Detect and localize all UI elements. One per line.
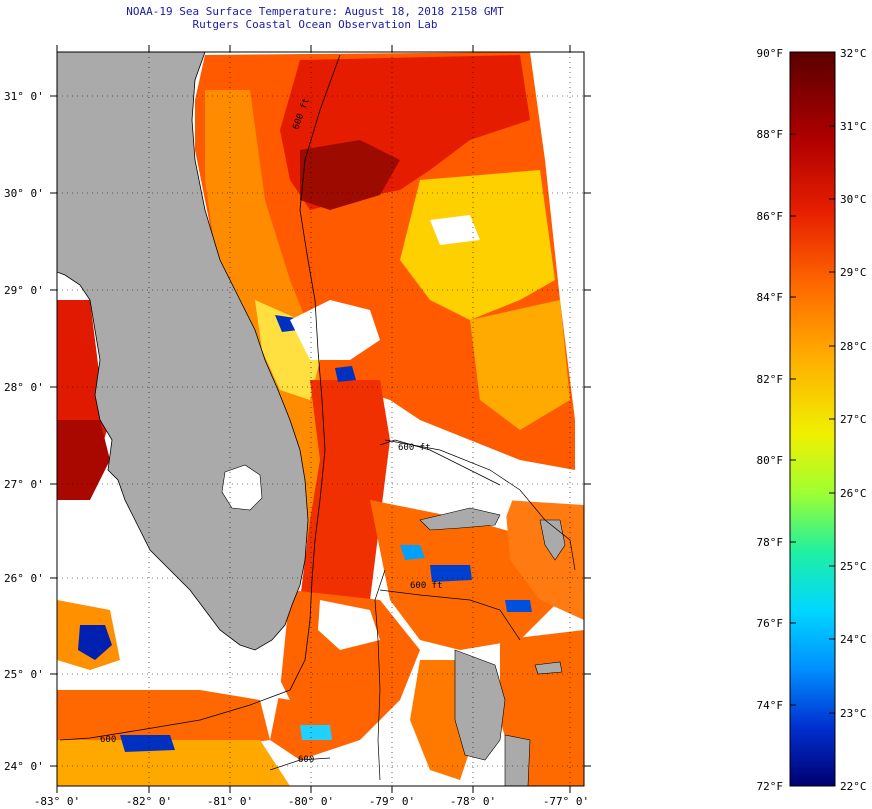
latitude-labels: 31° 0' 30° 0' 29° 0' 28° 0' 27° 0' 26° 0… — [4, 90, 44, 773]
colorbar-c-labels: 32°C 31°C 30°C 29°C 28°C 27°C 26°C 25°C … — [840, 47, 867, 793]
lat-label: 30° 0' — [4, 187, 44, 200]
contour-label-mid: 600 ft — [410, 581, 443, 591]
c-label: 24°C — [840, 633, 867, 646]
colorbar-gradient — [789, 51, 836, 787]
bahamas-grand-bahama — [419, 507, 501, 531]
bahamas-andros — [454, 649, 506, 761]
map-title: NOAA-19 Sea Surface Temperature: August … — [126, 5, 504, 18]
lon-label: -80° 0' — [288, 795, 334, 808]
lat-label: 24° 0' — [4, 760, 44, 773]
lon-label: -77° 0' — [543, 795, 589, 808]
c-label: 22°C — [840, 780, 867, 793]
c-label: 32°C — [840, 47, 867, 60]
sst-coverage — [57, 52, 584, 786]
lon-label: -82° 0' — [126, 795, 172, 808]
lon-label: -79° 0' — [369, 795, 415, 808]
c-label: 31°C — [840, 120, 867, 133]
colorbar-c-ticks — [829, 125, 835, 714]
f-label: 88°F — [757, 128, 784, 141]
c-label: 29°C — [840, 266, 867, 279]
c-label: 25°C — [840, 560, 867, 573]
bahamas-abaco — [539, 519, 566, 561]
f-label: 74°F — [757, 699, 784, 712]
lat-label: 26° 0' — [4, 572, 44, 585]
bahamas-south — [504, 734, 531, 786]
f-label: 82°F — [757, 373, 784, 386]
lat-label: 31° 0' — [4, 90, 44, 103]
f-label: 86°F — [757, 210, 784, 223]
f-label: 76°F — [757, 617, 784, 630]
great-bahama-bank-outline — [379, 589, 521, 641]
f-label: 80°F — [757, 454, 784, 467]
lon-label: -78° 0' — [450, 795, 496, 808]
f-label: 84°F — [757, 291, 784, 304]
isobath-600ft — [59, 54, 341, 741]
map-subtitle: Rutgers Coastal Ocean Observation Lab — [192, 18, 438, 31]
isobath-600ft-south — [374, 569, 386, 781]
lat-label: 29° 0' — [4, 284, 44, 297]
c-label: 28°C — [840, 340, 867, 353]
map-ticks — [50, 45, 591, 793]
lake-okeechobee — [221, 464, 263, 511]
c-label: 27°C — [840, 413, 867, 426]
temperature-colorbar: 90°F 88°F 86°F 84°F 82°F 80°F 78°F 76°F … — [757, 47, 867, 793]
bahamas-exuma — [534, 661, 563, 675]
lat-label: 28° 0' — [4, 381, 44, 394]
lat-label: 27° 0' — [4, 478, 44, 491]
f-label: 72°F — [757, 780, 784, 793]
lon-label: -83° 0' — [34, 795, 80, 808]
colorbar-f-labels: 90°F 88°F 86°F 84°F 82°F 80°F 78°F 76°F … — [757, 47, 784, 793]
c-label: 23°C — [840, 707, 867, 720]
contour-label-bahamas: 600 ft — [398, 443, 431, 453]
isobath-600ft-bahamas — [379, 439, 501, 486]
f-label: 90°F — [757, 47, 784, 60]
colorbar-f-ticks — [790, 133, 796, 706]
map-frame — [56, 51, 585, 787]
c-label: 26°C — [840, 487, 867, 500]
f-label: 78°F — [757, 536, 784, 549]
contour-label-sw: 600 — [100, 735, 116, 745]
longitude-labels: -83° 0' -82° 0' -81° 0' -80° 0' -79° 0' … — [34, 795, 589, 808]
map-area: 600 ft 600 ft 600 ft 600 600 — [57, 52, 584, 786]
lon-label: -81° 0' — [207, 795, 253, 808]
c-label: 30°C — [840, 193, 867, 206]
isobath-600-bottom — [269, 757, 331, 771]
contour-label-bottom: 600 — [298, 755, 314, 765]
little-bahama-bank-outline — [384, 439, 576, 571]
lat-label: 25° 0' — [4, 668, 44, 681]
